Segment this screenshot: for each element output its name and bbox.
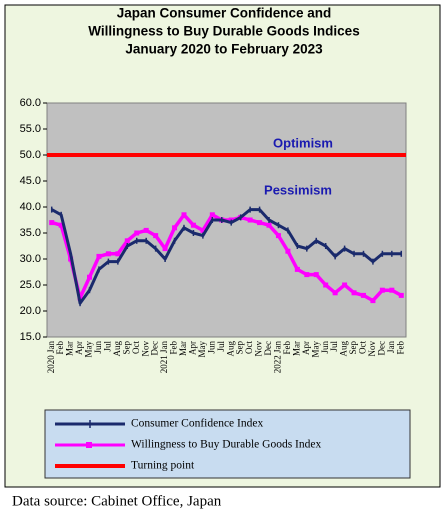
legend-label: Turning point [131, 460, 195, 472]
series-marker [181, 212, 187, 218]
x-tick-label: Sep [121, 341, 131, 355]
y-tick-label: 55.0 [20, 123, 41, 135]
x-tick-label: Mar [178, 341, 188, 356]
series-marker [332, 290, 338, 296]
y-tick-label: 60.0 [20, 97, 41, 109]
x-tick-label: Jul [102, 341, 112, 352]
series-marker [379, 287, 385, 293]
x-tick-label: May [197, 341, 207, 358]
series-marker [370, 298, 376, 304]
series-marker [266, 222, 272, 228]
x-tick-label: Oct [358, 341, 368, 354]
y-tick-label: 20.0 [20, 305, 41, 317]
x-tick-label: Nov [254, 341, 264, 357]
x-tick-label: Jun [206, 341, 216, 354]
x-tick-label: Sep [235, 341, 245, 355]
series-marker [342, 282, 348, 288]
y-tick-label: 50.0 [20, 149, 41, 161]
series-marker [96, 253, 102, 259]
x-tick-label: Jun [93, 341, 103, 354]
y-tick-label: 15.0 [20, 331, 41, 343]
x-tick-label: Feb [169, 341, 179, 355]
y-tick-label: 40.0 [20, 201, 41, 213]
x-tick-label: Sep [348, 341, 358, 355]
series-marker [58, 222, 64, 228]
x-tick-label: Feb [395, 341, 405, 355]
series-marker [115, 251, 121, 257]
x-tick-label: Dec [376, 341, 386, 356]
x-tick-label: Mar [291, 341, 301, 356]
series-marker [247, 217, 253, 223]
annotation: Optimism [273, 135, 333, 150]
x-tick-label: Jul [329, 341, 339, 352]
series-marker [323, 282, 329, 288]
series-marker [294, 266, 300, 272]
y-tick-label: 45.0 [20, 175, 41, 187]
series-marker [162, 246, 168, 252]
series-marker [313, 272, 319, 278]
series-marker [49, 220, 55, 226]
legend-label: Consumer Confidence Index [131, 418, 263, 430]
annotation: Pessimism [264, 182, 332, 197]
x-tick-label: Feb [282, 341, 292, 355]
series-marker [190, 222, 196, 228]
x-tick-label: Apr [301, 341, 311, 355]
series-marker [143, 227, 149, 233]
chart-title: January 2020 to February 2023 [125, 42, 323, 57]
series-marker [275, 233, 281, 239]
x-tick-label: Oct [244, 341, 254, 354]
series-marker [200, 227, 206, 233]
series-marker [285, 248, 291, 254]
y-tick-label: 35.0 [20, 227, 41, 239]
x-tick-label: Oct [131, 341, 141, 354]
x-tick-label: Feb [55, 341, 65, 355]
x-tick-label: Nov [367, 341, 377, 357]
x-tick-label: Aug [225, 341, 235, 357]
x-tick-label: Nov [140, 341, 150, 357]
y-tick-label: 30.0 [20, 253, 41, 265]
x-tick-label: Jan [386, 341, 396, 353]
y-tick-label: 25.0 [20, 279, 41, 291]
source-note: Data source: Cabinet Office, Japan [12, 493, 222, 509]
series-marker [87, 274, 93, 280]
series-marker [389, 287, 395, 293]
series-marker [153, 233, 159, 239]
legend-label: Willingness to Buy Durable Goods Index [131, 439, 321, 451]
series-marker [172, 225, 178, 231]
x-tick-label: Dec [150, 341, 160, 356]
x-tick-label: Apr [74, 341, 84, 355]
chart-title: Willingness to Buy Durable Goods Indices [88, 24, 359, 39]
series-marker [360, 292, 366, 298]
series-marker [105, 251, 111, 257]
x-tick-label: Jun [320, 341, 330, 354]
x-tick-label: May [84, 341, 94, 358]
series-marker [209, 212, 215, 218]
series-marker [398, 292, 404, 298]
legend-marker [86, 442, 92, 448]
x-tick-label: May [310, 341, 320, 358]
series-line [50, 208, 402, 305]
x-tick-label: Mar [65, 341, 75, 356]
x-tick-label: 2020 Jan [46, 341, 56, 374]
series-marker [124, 238, 130, 244]
series-marker [257, 220, 263, 226]
x-tick-label: Aug [339, 341, 349, 357]
series-marker [351, 290, 357, 296]
x-tick-label: Apr [187, 341, 197, 355]
x-tick-label: 2021 Jan [159, 341, 169, 374]
chart-title: Japan Consumer Confidence and [117, 6, 332, 21]
x-tick-label: Dec [263, 341, 273, 356]
x-tick-label: Aug [112, 341, 122, 357]
x-tick-label: 2022 Jan [273, 341, 283, 374]
x-tick-label: Jul [216, 341, 226, 352]
series-marker [134, 230, 140, 236]
series-marker [304, 272, 310, 278]
